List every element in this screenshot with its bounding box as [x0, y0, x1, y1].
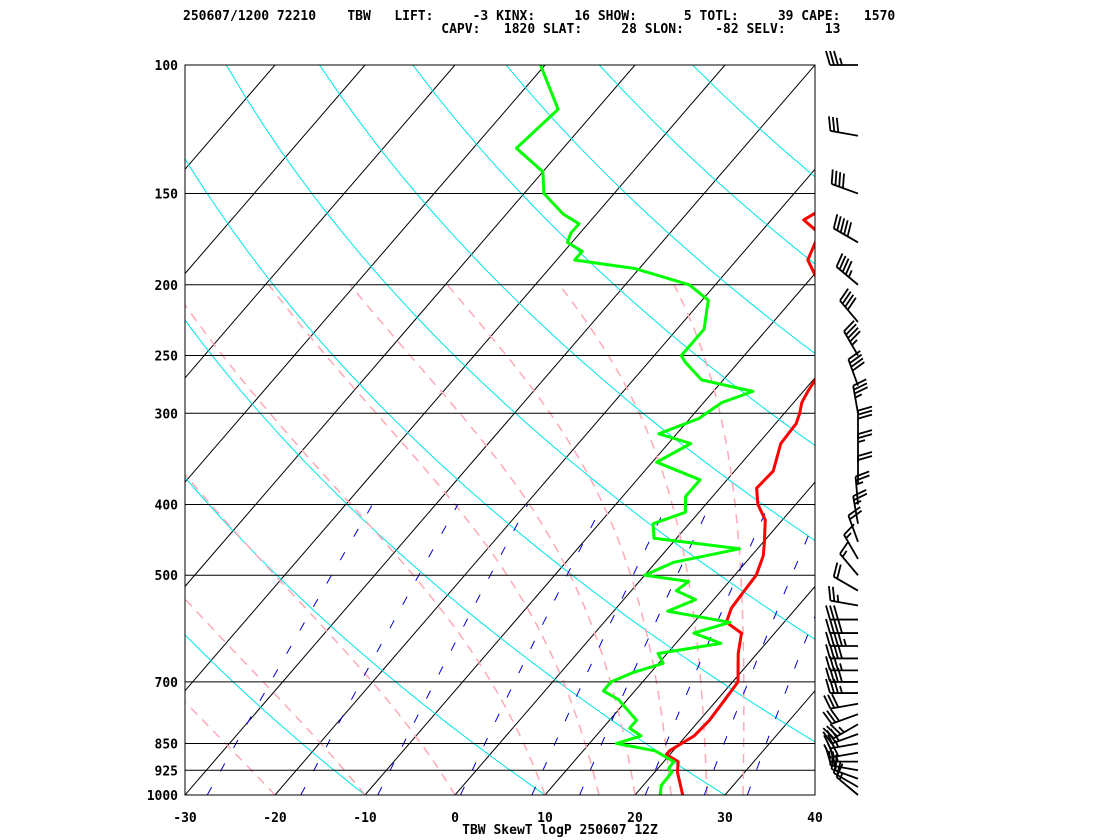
mixing-ratio-line: [300, 504, 459, 795]
dry-adiabat: [185, 319, 726, 795]
wind-barb: [822, 723, 859, 740]
mixing-ratio-line: [703, 518, 815, 795]
isotherm: [634, 585, 815, 795]
moist-adiabat: [185, 473, 456, 795]
header-line-1: 250607/1200 72210 TBW LIFT: -3 KINX: 16 …: [183, 9, 896, 24]
wind-barb: [825, 631, 858, 647]
dewpoint-profile: [514, 65, 755, 795]
dry-adiabat: [185, 476, 546, 795]
wind-barb: [823, 693, 859, 710]
wind-barb: [839, 541, 859, 576]
wind-barbs: [822, 50, 873, 796]
profiles: [514, 65, 815, 795]
wind-barb: [847, 506, 863, 543]
isotherm: [274, 168, 815, 795]
moist-adiabat: [268, 284, 600, 795]
temperature-tick-label: 10: [537, 811, 553, 826]
wind-barb: [857, 405, 873, 439]
wind-barb: [832, 214, 859, 244]
temperature-tick-label: 20: [627, 811, 643, 826]
pressure-tick-label: 100: [155, 59, 179, 74]
isotherm: [814, 794, 815, 795]
pressure-tick-label: 150: [155, 188, 179, 203]
pressure-tick-label: 300: [155, 407, 179, 422]
temperature-tick-label: -10: [353, 811, 377, 826]
dry-adiabat: [185, 634, 366, 795]
isotherm: [724, 689, 815, 795]
pressure-tick-label: 700: [155, 676, 179, 691]
moist-adiabat: [673, 284, 745, 795]
wind-barb: [830, 169, 859, 195]
pressure-tick-label: 1000: [147, 789, 178, 804]
isotherm: [185, 65, 546, 483]
wind-barb: [825, 678, 858, 694]
wind-barb: [857, 429, 873, 463]
moist-adiabat: [185, 597, 366, 795]
dry-adiabat: [185, 157, 815, 743]
dry-adiabat: [598, 65, 815, 265]
temperature-tick-label: 30: [717, 811, 733, 826]
wind-barb: [825, 50, 858, 66]
pressure-tick-label: 400: [155, 499, 179, 514]
wind-barb: [828, 586, 859, 607]
temperature-tick-label: -30: [173, 811, 197, 826]
wind-barb: [825, 605, 858, 621]
moist-adiabat: [185, 303, 546, 795]
moist-adiabat: [446, 284, 672, 795]
wind-barb: [852, 378, 869, 414]
isotherm: [0, 65, 95, 795]
isotherm: [454, 377, 815, 795]
dry-adiabat: [225, 65, 815, 640]
chart-title: TBW SkewT logP 250607 12Z: [462, 823, 658, 838]
isotherm: [364, 272, 815, 795]
isotherm: [185, 65, 456, 379]
isotherm: [544, 481, 815, 795]
wind-barb: [822, 708, 859, 725]
wind-barb: [839, 288, 859, 323]
mixing-ratio-line: [644, 504, 770, 795]
wind-barb: [835, 253, 859, 286]
isotherm: [185, 65, 276, 171]
wind-barb: [852, 488, 868, 524]
dry-adiabat: [412, 65, 815, 447]
isotherm: [185, 65, 815, 795]
temperature-profile: [664, 211, 815, 795]
wind-barb: [847, 350, 865, 387]
wind-barb: [843, 320, 861, 356]
mixing-ratio-line: [531, 504, 668, 795]
dry-adiabat: [692, 65, 815, 178]
wind-barb: [825, 644, 858, 660]
header-line-2: CAPV: 1820 SLAT: 28 SLON: -82 SELV: 13: [183, 22, 841, 37]
moist-adiabat: [349, 284, 636, 795]
pressure-tick-label: 850: [155, 737, 179, 752]
mixing-ratio-line: [746, 614, 815, 795]
wind-barb: [843, 523, 859, 560]
pressure-tick-label: 925: [155, 764, 178, 779]
isotherm: [185, 65, 366, 275]
plot-frame: [184, 64, 816, 796]
wind-barb: [825, 656, 858, 672]
temperature-tick-label: 40: [807, 811, 823, 826]
isotherm: [185, 65, 636, 588]
temperature-tick-label: 0: [451, 811, 459, 826]
moist-adiabat: [185, 700, 276, 795]
pressure-tick-label: 500: [155, 569, 179, 584]
wind-barb: [832, 562, 859, 592]
pressure-tick-label: 250: [155, 349, 179, 364]
dry-adiabat: [319, 65, 815, 542]
temperature-tick-label: -20: [263, 811, 287, 826]
wind-barb: [825, 618, 858, 634]
mixing-ratio-line: [460, 504, 604, 795]
wind-barb: [832, 758, 859, 788]
wind-barb: [828, 116, 859, 137]
pressure-tick-label: 200: [155, 279, 179, 294]
isotherm: [185, 65, 726, 692]
